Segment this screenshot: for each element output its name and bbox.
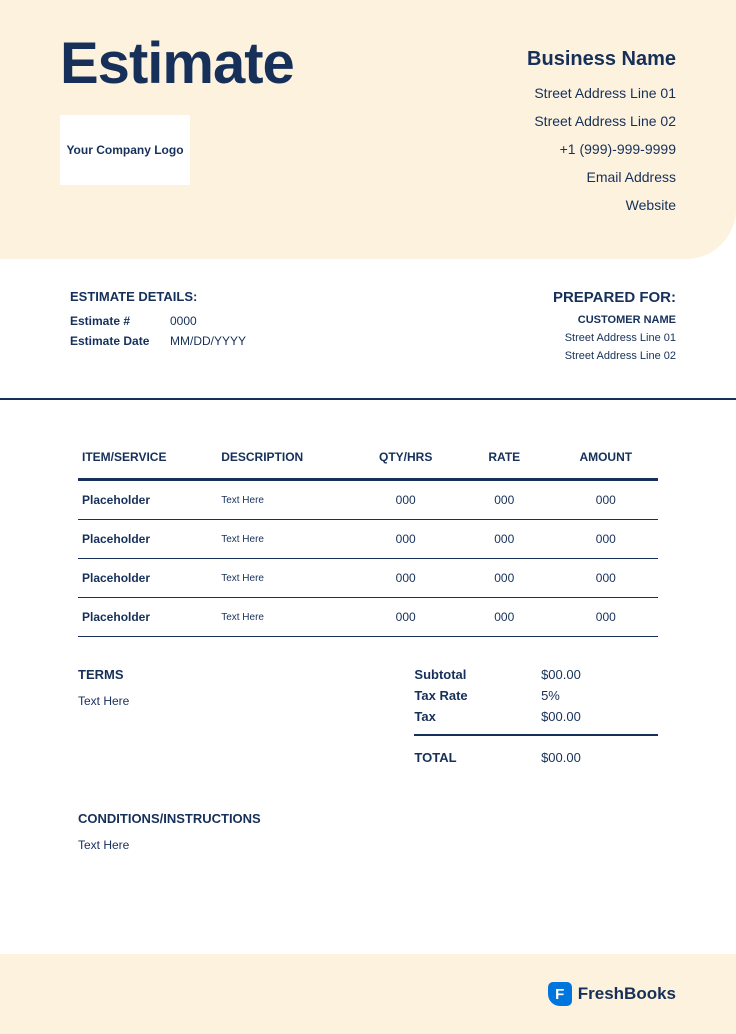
business-email: Email Address: [527, 163, 676, 191]
footer-brand-text: FreshBooks: [578, 984, 676, 1004]
document-title: Estimate: [60, 30, 294, 97]
rate-cell: 000: [455, 598, 554, 637]
estimate-date-value: MM/DD/YYYY: [170, 334, 246, 348]
customer-address1: Street Address Line 01: [553, 332, 676, 344]
line-items-table: ITEM/SERVICE DESCRIPTION QTY/HRS RATE AM…: [78, 450, 658, 637]
grand-total-row: TOTAL $00.00: [414, 750, 658, 765]
col-header-amount: AMOUNT: [554, 450, 658, 480]
desc-cell: Text Here: [217, 598, 356, 637]
header: Estimate Your Company Logo Business Name…: [0, 0, 736, 259]
business-info: Business Name Street Address Line 01 Str…: [527, 30, 676, 219]
customer-address2: Street Address Line 02: [553, 350, 676, 362]
terms-heading: TERMS: [78, 667, 339, 682]
details-section: ESTIMATE DETAILS: Estimate # 0000 Estima…: [0, 259, 736, 388]
business-address2: Street Address Line 02: [527, 107, 676, 135]
line-items-section: ITEM/SERVICE DESCRIPTION QTY/HRS RATE AM…: [0, 400, 736, 637]
estimate-date-label: Estimate Date: [70, 334, 170, 348]
rate-cell: 000: [455, 559, 554, 598]
subtotal-value: $00.00: [541, 667, 581, 682]
col-header-rate: RATE: [455, 450, 554, 480]
conditions-heading: CONDITIONS/INSTRUCTIONS: [78, 811, 658, 826]
amount-cell: 000: [554, 520, 658, 559]
amount-cell: 000: [554, 480, 658, 520]
rate-cell: 000: [455, 480, 554, 520]
rate-cell: 000: [455, 520, 554, 559]
subtotal-row: Subtotal $00.00: [414, 667, 658, 682]
footer-brand: F FreshBooks: [548, 982, 676, 1006]
estimate-details: ESTIMATE DETAILS: Estimate # 0000 Estima…: [70, 289, 246, 368]
tax-label: Tax: [414, 709, 541, 724]
qty-cell: 000: [356, 480, 455, 520]
item-cell: Placeholder: [78, 480, 217, 520]
details-heading: ESTIMATE DETAILS:: [70, 289, 246, 304]
totals-divider: [414, 734, 658, 736]
tax-value: $00.00: [541, 709, 581, 724]
subtotal-label: Subtotal: [414, 667, 541, 682]
estimate-number-row: Estimate # 0000: [70, 314, 246, 328]
freshbooks-icon: F: [548, 982, 572, 1006]
totals-block: Subtotal $00.00 Tax Rate 5% Tax $00.00 T…: [414, 667, 658, 771]
col-header-qty: QTY/HRS: [356, 450, 455, 480]
conditions-section: CONDITIONS/INSTRUCTIONS Text Here: [0, 791, 736, 882]
amount-cell: 000: [554, 559, 658, 598]
conditions-text: Text Here: [78, 838, 658, 852]
business-address1: Street Address Line 01: [527, 79, 676, 107]
amount-cell: 000: [554, 598, 658, 637]
tax-row: Tax $00.00: [414, 709, 658, 724]
summary-section: TERMS Text Here Subtotal $00.00 Tax Rate…: [0, 637, 736, 791]
qty-cell: 000: [356, 598, 455, 637]
estimate-number-value: 0000: [170, 314, 197, 328]
item-cell: Placeholder: [78, 598, 217, 637]
item-cell: Placeholder: [78, 520, 217, 559]
logo-placeholder: Your Company Logo: [60, 115, 190, 185]
desc-cell: Text Here: [217, 520, 356, 559]
prepared-for: PREPARED FOR: CUSTOMER NAME Street Addre…: [553, 289, 676, 368]
total-label: TOTAL: [414, 750, 541, 765]
header-left: Estimate Your Company Logo: [60, 30, 294, 185]
qty-cell: 000: [356, 559, 455, 598]
footer: F FreshBooks: [0, 954, 736, 1034]
desc-cell: Text Here: [217, 559, 356, 598]
estimate-date-row: Estimate Date MM/DD/YYYY: [70, 334, 246, 348]
desc-cell: Text Here: [217, 480, 356, 520]
total-value: $00.00: [541, 750, 581, 765]
terms-text: Text Here: [78, 694, 339, 708]
estimate-number-label: Estimate #: [70, 314, 170, 328]
table-row: Placeholder Text Here 000 000 000: [78, 520, 658, 559]
taxrate-label: Tax Rate: [414, 688, 541, 703]
taxrate-value: 5%: [541, 688, 560, 703]
taxrate-row: Tax Rate 5%: [414, 688, 658, 703]
item-cell: Placeholder: [78, 559, 217, 598]
prepared-heading: PREPARED FOR:: [553, 289, 676, 306]
col-header-description: DESCRIPTION: [217, 450, 356, 480]
business-phone: +1 (999)-999-9999: [527, 135, 676, 163]
table-row: Placeholder Text Here 000 000 000: [78, 480, 658, 520]
col-header-item: ITEM/SERVICE: [78, 450, 217, 480]
qty-cell: 000: [356, 520, 455, 559]
customer-name: CUSTOMER NAME: [553, 314, 676, 326]
table-row: Placeholder Text Here 000 000 000: [78, 598, 658, 637]
business-website: Website: [527, 191, 676, 219]
business-name: Business Name: [527, 48, 676, 71]
table-row: Placeholder Text Here 000 000 000: [78, 559, 658, 598]
terms-block: TERMS Text Here: [78, 667, 339, 771]
